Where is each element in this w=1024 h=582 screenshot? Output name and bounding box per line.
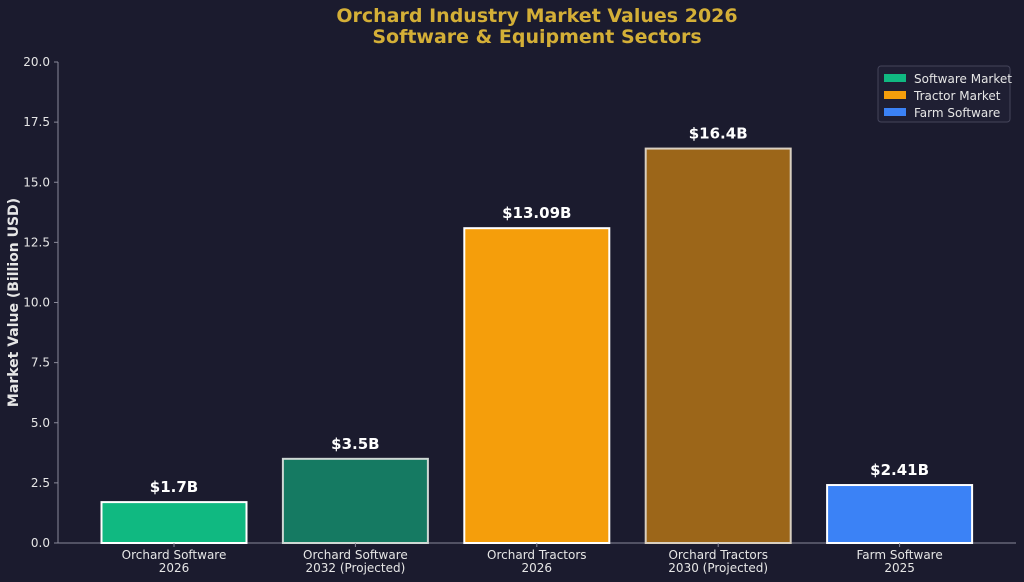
y-tick-label: 7.5 xyxy=(31,356,50,370)
x-tick-label: Orchard Software xyxy=(303,548,408,562)
y-tick-label: 5.0 xyxy=(31,416,50,430)
x-tick-label: 2030 (Projected) xyxy=(668,561,768,575)
chart-title-line: Software & Equipment Sectors xyxy=(372,26,701,48)
x-tick-label: Orchard Tractors xyxy=(668,548,768,562)
y-tick-label: 17.5 xyxy=(23,115,50,129)
y-tick-label: 2.5 xyxy=(31,476,50,490)
y-tick-label: 12.5 xyxy=(23,235,50,249)
legend-swatch xyxy=(884,108,906,116)
y-tick-label: 20.0 xyxy=(23,55,50,69)
bar xyxy=(463,227,611,545)
x-tick-label: Farm Software xyxy=(856,548,942,562)
x-tick-label: Orchard Tractors xyxy=(487,548,587,562)
bar-value-label: $1.7B xyxy=(150,478,198,496)
bar xyxy=(826,484,974,544)
legend-entry-label: Software Market xyxy=(914,72,1012,86)
y-tick-label: 10.0 xyxy=(23,296,50,310)
legend: Software Market Tractor Market Farm Softwa… xyxy=(877,65,1012,123)
x-tick-label: 2025 xyxy=(884,561,915,575)
legend-swatch xyxy=(884,74,906,82)
y-tick-label: 15.0 xyxy=(23,175,50,189)
legend-entry-label: Tractor Market xyxy=(913,89,1001,103)
legend-swatch xyxy=(884,91,906,99)
bar-value-label: $3.5B xyxy=(331,435,379,453)
x-tick-label: 2026 xyxy=(159,561,190,575)
x-tick-label: 2032 (Projected) xyxy=(306,561,406,575)
chart-title: Orchard Industry Market Values 2026Softw… xyxy=(336,5,737,48)
bar-value-label: $16.4B xyxy=(689,125,748,143)
y-axis-label: Market Value (Billion USD) xyxy=(6,198,22,407)
bar xyxy=(644,147,792,545)
legend-box xyxy=(877,65,1011,123)
bar xyxy=(281,457,429,545)
bar xyxy=(100,501,248,544)
legend-entry-label: Farm Software xyxy=(914,106,1000,120)
axes: 0.0 2.5 5.0 7.5 10.0 12.5 15.0 17.5 20.0 Market V… xyxy=(6,55,1016,550)
x-tick-label: Orchard Software xyxy=(122,548,227,562)
y-tick-label: 0.0 xyxy=(31,536,50,550)
chart-title-line: Orchard Industry Market Values 2026 xyxy=(336,5,737,27)
x-tick-label: 2026 xyxy=(522,561,553,575)
bar-value-label: $13.09B xyxy=(502,204,571,222)
bar-value-label: $2.41B xyxy=(870,461,929,479)
